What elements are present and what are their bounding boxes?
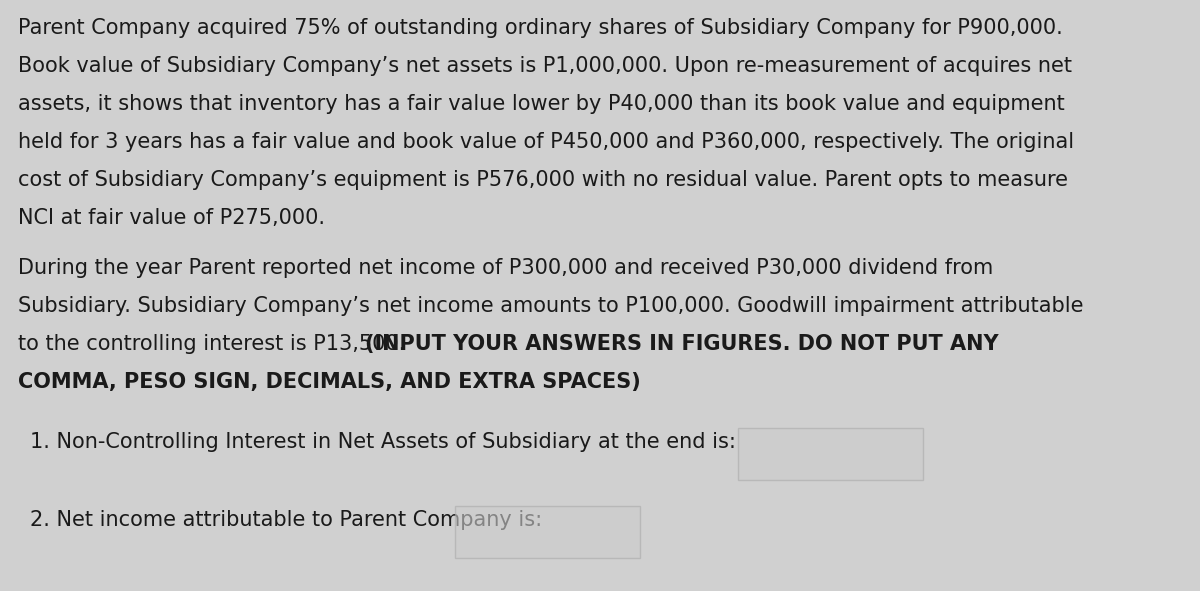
Text: cost of Subsidiary Company’s equipment is P576,000 with no residual value. Paren: cost of Subsidiary Company’s equipment i… [18,170,1068,190]
FancyBboxPatch shape [455,506,640,558]
Text: Subsidiary. Subsidiary Company’s net income amounts to P100,000. Goodwill impair: Subsidiary. Subsidiary Company’s net inc… [18,296,1084,316]
Text: Parent Company acquired 75% of outstanding ordinary shares of Subsidiary Company: Parent Company acquired 75% of outstandi… [18,18,1063,38]
Text: 1. Non-Controlling Interest in Net Assets of Subsidiary at the end is:: 1. Non-Controlling Interest in Net Asset… [30,432,736,452]
FancyBboxPatch shape [738,428,923,480]
Text: (INPUT YOUR ANSWERS IN FIGURES. DO NOT PUT ANY: (INPUT YOUR ANSWERS IN FIGURES. DO NOT P… [365,334,998,354]
Text: COMMA, PESO SIGN, DECIMALS, AND EXTRA SPACES): COMMA, PESO SIGN, DECIMALS, AND EXTRA SP… [18,372,641,392]
Text: NCI at fair value of P275,000.: NCI at fair value of P275,000. [18,208,325,228]
Text: held for 3 years has a fair value and book value of P450,000 and P360,000, respe: held for 3 years has a fair value and bo… [18,132,1074,152]
Text: 2. Net income attributable to Parent Company is:: 2. Net income attributable to Parent Com… [30,510,542,530]
Text: assets, it shows that inventory has a fair value lower by P40,000 than its book : assets, it shows that inventory has a fa… [18,94,1064,114]
Text: to the controlling interest is P13,500.: to the controlling interest is P13,500. [18,334,412,354]
Text: During the year Parent reported net income of P300,000 and received P30,000 divi: During the year Parent reported net inco… [18,258,994,278]
Text: Book value of Subsidiary Company’s net assets is P1,000,000. Upon re-measurement: Book value of Subsidiary Company’s net a… [18,56,1072,76]
